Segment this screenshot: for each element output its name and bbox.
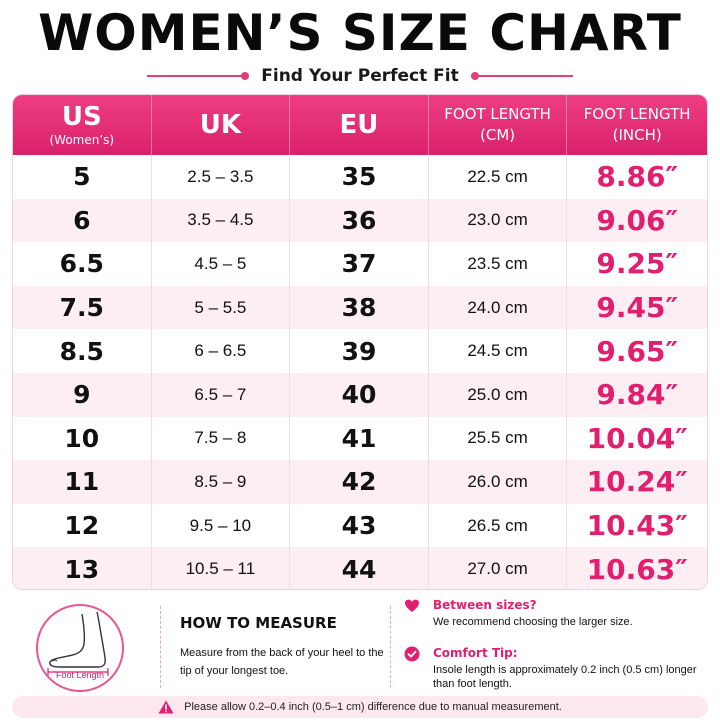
cell-cm: 26.5 cm <box>429 503 568 548</box>
cell-uk: 6.5 – 7 <box>152 372 291 417</box>
cell-eu: 39 <box>290 329 429 373</box>
cell-us: 9 <box>13 372 152 417</box>
table-row: 9 6.5 – 7 40 25.0 cm 9.84″ <box>13 372 707 417</box>
cell-eu: 37 <box>290 242 429 286</box>
cell-inch: 10.43″ <box>586 509 688 543</box>
page-title: WOMEN’S SIZE CHART <box>38 4 682 62</box>
divider-left <box>160 606 161 688</box>
cell-inch: 8.86″ <box>596 160 678 194</box>
cell-us: 10 <box>13 416 152 461</box>
cell-eu: 41 <box>290 416 429 461</box>
cell-us: 6.5 <box>13 242 152 286</box>
cell-inch: 9.84″ <box>596 378 678 412</box>
subtitle-left-divider <box>147 72 250 80</box>
cell-eu: 43 <box>290 503 429 548</box>
measurement-notice-text: Please allow 0.2–0.4 inch (0.5–1 cm) dif… <box>184 701 562 713</box>
table-row: 10 7.5 – 8 41 25.5 cm 10.04″ <box>13 416 707 461</box>
header-foot-inch-line2: (INCH) <box>612 126 662 144</box>
cell-cm: 25.0 cm <box>429 372 568 417</box>
header-us: US (Women’s) <box>13 95 152 155</box>
header-uk: UK <box>152 95 291 155</box>
table-row: 8.5 6 – 6.5 39 24.5 cm 9.65″ <box>13 329 707 373</box>
cell-inch: 9.45″ <box>596 291 678 325</box>
header-eu: EU <box>290 95 429 155</box>
how-to-measure-title: HOW TO MEASURE <box>180 614 337 632</box>
foot-length-label: Foot Length <box>55 670 105 680</box>
cell-inch: 10.24″ <box>586 465 688 499</box>
subtitle-row: Find Your Perfect Fit <box>0 64 720 88</box>
divider-right <box>390 606 391 688</box>
cell-uk: 4.5 – 5 <box>152 242 291 286</box>
cell-inch: 9.06″ <box>596 203 678 237</box>
tip-comfort-title: Comfort Tip: <box>433 646 518 660</box>
cell-cm: 23.5 cm <box>429 242 568 286</box>
table-body: 5 2.5 – 3.5 35 22.5 cm 8.86″ 6 3.5 – 4.5 36 23.0… <box>13 155 707 589</box>
cell-cm: 25.5 cm <box>429 416 568 461</box>
cell-uk: 9.5 – 10 <box>152 503 291 548</box>
table-row: 11 8.5 – 9 42 26.0 cm 10.24″ <box>13 460 707 504</box>
header-foot-inch-line1: FOOT LENGTH <box>583 105 691 123</box>
cell-us: 7.5 <box>13 285 152 330</box>
header-foot-cm: FOOT LENGTH (CM) <box>429 95 568 155</box>
cell-us: 6 <box>13 198 152 243</box>
cell-uk: 7.5 – 8 <box>152 416 291 461</box>
cell-eu: 35 <box>290 155 429 199</box>
cell-eu: 42 <box>290 460 429 504</box>
cell-uk: 5 – 5.5 <box>152 285 291 330</box>
cell-uk: 8.5 – 9 <box>152 460 291 504</box>
how-to-measure-text: Measure from the back of your heel to th… <box>180 647 384 677</box>
measurement-notice: Please allow 0.2–0.4 inch (0.5–1 cm) dif… <box>12 696 708 718</box>
subtitle: Find Your Perfect Fit <box>261 66 459 86</box>
cell-us: 5 <box>13 155 152 199</box>
cell-eu: 44 <box>290 547 429 589</box>
cell-uk: 2.5 – 3.5 <box>152 155 291 199</box>
cell-cm: 24.5 cm <box>429 329 568 373</box>
cell-cm: 23.0 cm <box>429 198 568 243</box>
cell-us: 8.5 <box>13 329 152 373</box>
cell-cm: 24.0 cm <box>429 285 568 330</box>
heart-icon <box>405 599 419 612</box>
size-table: US (Women’s) UK EU FOOT LENGTH (CM) FOOT… <box>12 94 708 590</box>
header-foot-cm-line1: FOOT LENGTH <box>444 105 551 123</box>
cell-inch: 10.04″ <box>586 421 688 455</box>
cell-us: 11 <box>13 460 152 504</box>
table-row: 6.5 4.5 – 5 37 23.5 cm 9.25″ <box>13 242 707 286</box>
cell-inch: 9.25″ <box>596 247 678 281</box>
header-eu-label: EU <box>339 110 379 140</box>
tip-comfort-text: Insole length is approximately 0.2 inch … <box>433 664 697 690</box>
header-foot-inch: FOOT LENGTH (INCH) <box>567 95 707 155</box>
cell-cm: 22.5 cm <box>429 155 568 199</box>
cell-eu: 36 <box>290 198 429 243</box>
bottom-info-panel: Foot Length HOW TO MEASURE Measure from … <box>12 596 708 692</box>
checkmark-badge-icon <box>404 646 420 662</box>
cell-us: 12 <box>13 503 152 548</box>
table-row: 13 10.5 – 11 44 27.0 cm 10.63″ <box>13 547 707 589</box>
foot-icon <box>47 611 109 676</box>
table-header: US (Women’s) UK EU FOOT LENGTH (CM) FOOT… <box>13 95 707 155</box>
table-row: 6 3.5 – 4.5 36 23.0 cm 9.06″ <box>13 198 707 243</box>
subtitle-right-divider <box>470 72 573 80</box>
table-row: 12 9.5 – 10 43 26.5 cm 10.43″ <box>13 503 707 548</box>
foot-illustration: Foot Length <box>36 604 124 692</box>
table-row: 5 2.5 – 3.5 35 22.5 cm 8.86″ <box>13 155 707 199</box>
cell-uk: 6 – 6.5 <box>152 329 291 373</box>
tip-between-sizes-text: We recommend choosing the larger size. <box>433 616 633 628</box>
cell-cm: 27.0 cm <box>429 547 568 589</box>
header-us-label: US <box>61 101 102 132</box>
cell-cm: 26.0 cm <box>429 460 568 504</box>
warning-icon <box>158 700 174 714</box>
cell-uk: 10.5 – 11 <box>152 547 291 589</box>
tip-between-sizes-title: Between sizes? <box>433 598 537 612</box>
table-row: 7.5 5 – 5.5 38 24.0 cm 9.45″ <box>13 285 707 330</box>
header-uk-label: UK <box>199 110 242 140</box>
cell-inch: 9.65″ <box>596 334 678 368</box>
cell-us: 13 <box>13 547 152 589</box>
cell-eu: 38 <box>290 285 429 330</box>
header-us-sub: (Women’s) <box>49 132 115 147</box>
cell-uk: 3.5 – 4.5 <box>152 198 291 243</box>
header-foot-cm-line2: (CM) <box>480 126 516 144</box>
cell-inch: 10.63″ <box>586 552 688 586</box>
cell-eu: 40 <box>290 372 429 417</box>
